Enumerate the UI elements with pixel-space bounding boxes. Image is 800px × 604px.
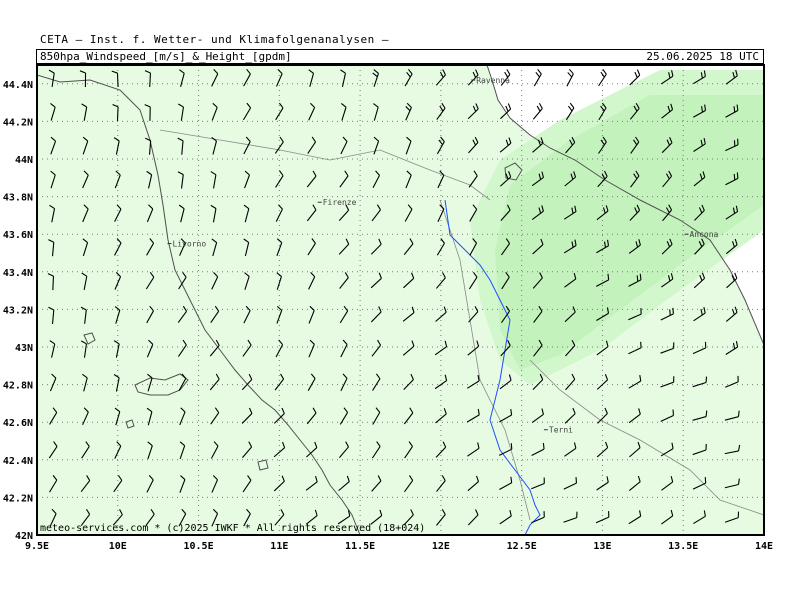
city-label: Ravenna xyxy=(476,76,510,85)
x-tick-label: 12E xyxy=(432,541,450,552)
y-tick-label: 44.4N xyxy=(3,80,33,91)
city-label: Ancona xyxy=(689,230,718,239)
city-terni: Terni xyxy=(544,426,573,435)
y-tick-label: 43.2N xyxy=(3,305,33,316)
x-tick-label: 13E xyxy=(593,541,611,552)
city-firenze: Firenze xyxy=(318,198,357,207)
y-tick-label: 42.6N xyxy=(3,418,33,429)
city-label: Firenze xyxy=(323,198,357,207)
x-tick-label: 9.5E xyxy=(25,541,49,552)
credit-text: meteo-services.com * (c)2025 IWKF * All … xyxy=(40,523,425,534)
y-tick-label: 42N xyxy=(15,531,33,542)
x-tick-label: 10.5E xyxy=(184,541,214,552)
y-tick-label: 43N xyxy=(15,343,33,354)
y-tick-label: 44.2N xyxy=(3,117,33,128)
x-tick-label: 12.5E xyxy=(507,541,537,552)
city-ancona: Ancona xyxy=(684,230,718,239)
city-label: Terni xyxy=(549,426,573,435)
x-tick-label: 13.5E xyxy=(668,541,698,552)
x-tick-label: 11E xyxy=(270,541,288,552)
y-tick-label: 42.2N xyxy=(3,493,33,504)
x-axis-ticks: 9.5E 10E 10.5E 11E 11.5E 12E 12.5E 13E 13.5E 14E xyxy=(25,541,773,552)
y-axis-ticks: 42N 42.2N 42.4N 42.6N 42.8N 43N 43.2N 43.4N 43.6… xyxy=(3,80,33,542)
y-tick-label: 43.8N xyxy=(3,193,33,204)
x-tick-label: 10E xyxy=(109,541,127,552)
y-tick-label: 44N xyxy=(15,155,33,166)
x-tick-label: 11.5E xyxy=(345,541,375,552)
city-livorno: Livorno xyxy=(167,240,206,249)
y-tick-label: 43.6N xyxy=(3,230,33,241)
x-tick-label: 14E xyxy=(755,541,773,552)
y-tick-label: 42.4N xyxy=(3,456,33,467)
city-label: Livorno xyxy=(172,240,206,249)
city-ravenna: Ravenna xyxy=(471,76,510,85)
y-tick-label: 42.8N xyxy=(3,381,33,392)
y-tick-label: 43.4N xyxy=(3,268,33,279)
